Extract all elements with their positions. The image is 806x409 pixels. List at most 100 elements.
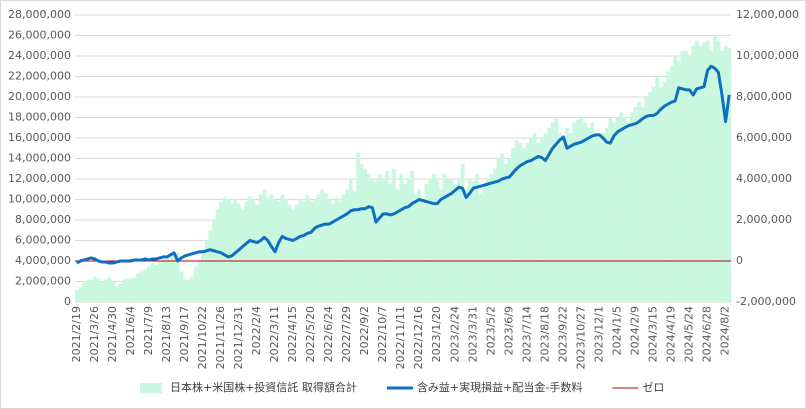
bar	[258, 194, 263, 302]
bar	[615, 117, 620, 302]
bar	[327, 199, 332, 302]
x-tick-label: 2024/8/2	[719, 306, 732, 355]
bar	[489, 173, 494, 302]
y2-tick-label: 4,000,000	[736, 172, 792, 185]
legend-label: 日本株+米国株+投資信託 取得額合計	[170, 380, 357, 394]
bar	[356, 152, 360, 302]
x-tick-label: 2021/11/26	[214, 306, 227, 369]
line	[76, 64, 731, 265]
x-tick-label: 2024/1/5	[610, 306, 623, 355]
bar	[716, 40, 721, 302]
bar	[280, 194, 285, 302]
x-tick-label: 2022/9/2	[358, 306, 371, 355]
x-tick-label: 2022/5/20	[304, 306, 317, 362]
bar	[485, 179, 490, 302]
bar	[244, 201, 249, 302]
bar	[96, 278, 101, 302]
bar	[529, 138, 533, 302]
x-tick-label: 2023/3/31	[466, 306, 479, 362]
x-tick-label: 2023/9/22	[556, 306, 569, 362]
bar	[640, 107, 645, 302]
bar	[370, 179, 375, 302]
bar	[723, 45, 728, 302]
bar	[464, 189, 469, 302]
y-tick-label: 24,000,000	[8, 49, 71, 62]
bar	[345, 189, 350, 302]
x-tick-label: 2022/10/7	[376, 306, 389, 362]
bar	[403, 184, 407, 302]
x-tick-label: 2023/12/1	[592, 306, 605, 362]
bar	[82, 281, 87, 302]
bar	[583, 122, 588, 302]
legend-label: 含み益+実現損益+配当金-手数料	[417, 380, 582, 394]
x-tick-label: 2024/2/9	[628, 306, 641, 355]
bar	[619, 112, 624, 302]
y-tick-label: 18,000,000	[8, 111, 71, 124]
bar	[161, 258, 166, 302]
bar	[514, 140, 519, 302]
bar	[709, 50, 714, 302]
bar	[421, 199, 425, 302]
x-tick-label: 2023/5/2	[484, 306, 497, 355]
bar	[568, 132, 573, 302]
bar	[565, 127, 570, 302]
bar	[705, 40, 710, 302]
bar	[118, 283, 123, 302]
bar	[338, 200, 342, 302]
x-tick-label: 2022/12/16	[412, 306, 425, 369]
y-tick-label: 8,000,000	[15, 213, 71, 226]
bar	[374, 181, 378, 302]
bar	[557, 132, 562, 302]
y-tick-label: 26,000,000	[8, 29, 71, 42]
bar	[284, 199, 288, 302]
bar	[291, 209, 296, 302]
axes: 0 2,000,000 4,000,000 6,000,000 8,000,000 10,…	[8, 8, 799, 369]
bar	[352, 191, 357, 302]
bar	[248, 196, 252, 302]
x-tick-label: 2023/2/24	[448, 306, 461, 362]
bar	[287, 204, 292, 302]
bar	[399, 173, 404, 302]
bar	[139, 271, 144, 302]
bar	[500, 153, 505, 302]
bar	[154, 265, 159, 302]
bar	[229, 203, 234, 302]
bar	[417, 189, 422, 302]
x-tick-label: 2022/6/24	[322, 306, 335, 362]
bar	[666, 71, 670, 302]
bar	[341, 194, 346, 302]
x-tick-label: 2022/3/11	[268, 306, 281, 362]
bar	[482, 184, 487, 302]
bar	[547, 127, 551, 302]
bar	[644, 97, 649, 302]
bar	[460, 163, 465, 302]
bar	[712, 35, 717, 302]
x-tick-label: 2023/8/18	[538, 306, 551, 362]
bar	[655, 76, 660, 302]
bar	[406, 179, 411, 302]
bar	[309, 201, 314, 302]
bar	[129, 278, 133, 302]
bar	[78, 286, 83, 302]
bar	[586, 127, 591, 302]
y2-tick-label: 0	[736, 254, 743, 267]
legend-label: ゼロ	[642, 381, 664, 394]
bar	[237, 203, 242, 302]
bar	[658, 86, 663, 302]
bar	[125, 278, 130, 302]
x-tick-label: 2021/4/30	[106, 306, 119, 362]
x-tick-label: 2023/6/9	[502, 306, 515, 355]
bar	[107, 277, 112, 302]
x-tick-label: 2022/11/11	[394, 306, 407, 369]
x-tick-label: 2021/3/26	[88, 306, 101, 362]
bar	[172, 254, 177, 302]
bar	[334, 197, 339, 302]
bar	[698, 45, 703, 302]
y-tick-label: 0	[64, 295, 71, 308]
y-tick-label: 12,000,000	[8, 172, 71, 185]
bar	[298, 199, 303, 302]
x-tick-label: 2021/12/31	[232, 306, 245, 369]
bar	[179, 271, 184, 302]
bar	[626, 122, 631, 302]
